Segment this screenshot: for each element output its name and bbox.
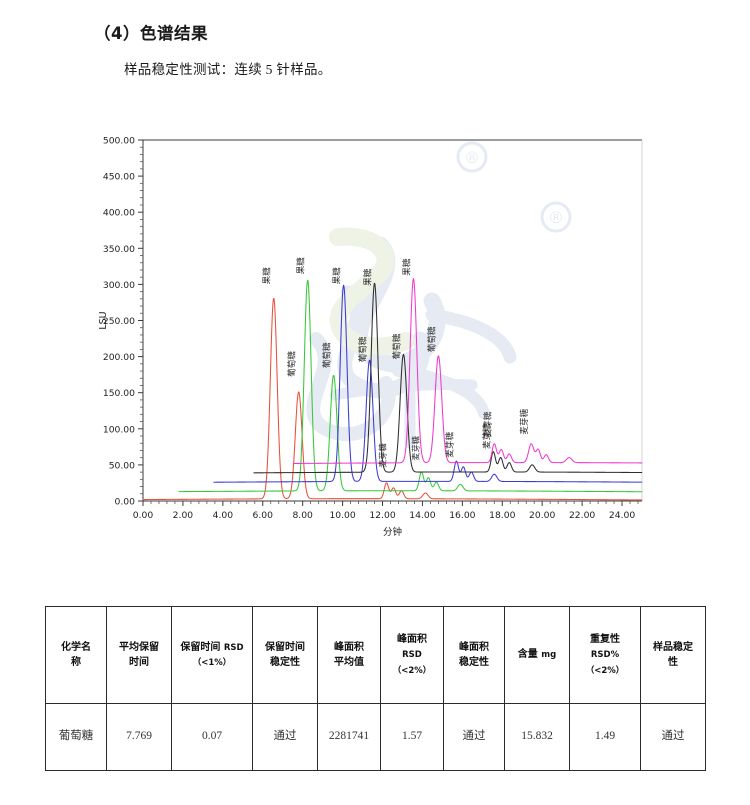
trace-line-3	[213, 284, 643, 483]
watermark: ®®	[306, 141, 572, 449]
table-cell: 通过	[640, 703, 706, 771]
section-subtitle: 样品稳定性测试：连续 5 针样品。	[124, 62, 332, 77]
chromatogram-trace	[213, 284, 643, 483]
x-tick-label: 12.00	[369, 510, 395, 521]
y-axis-label: LSU	[98, 311, 109, 329]
x-tick-label: 10.00	[329, 510, 355, 521]
y-tick-label: 200.00	[103, 352, 135, 363]
y-tick-label: 100.00	[103, 424, 135, 435]
table-cell: 葡萄糖	[45, 703, 107, 771]
table-col-header: 含量 mg	[504, 606, 570, 704]
chromatogram-trace	[178, 279, 643, 493]
trace-line-2	[178, 279, 643, 493]
results-table-wrap: 化学名称平均保留 时间 保留时间 RSD （<1%） 保留时间 稳定性 峰面积 平均值 峰面积 R…	[45, 606, 706, 771]
x-tick-label: 18.00	[489, 510, 515, 521]
table-cell: 1.57	[380, 703, 444, 771]
table-col-header: 保留时间 RSD （<1%）	[171, 606, 253, 704]
peak-label: 果糖	[261, 267, 273, 285]
table-col-header: 平均保留 时间	[106, 606, 172, 704]
x-tick-label: 16.00	[449, 510, 475, 521]
table-col-header: 峰面积 稳定性	[443, 606, 505, 704]
peak-label: 麦芽糖	[481, 411, 493, 437]
table-col-header: 化学名称	[45, 606, 107, 704]
table-cell: 15.832	[504, 703, 570, 771]
peak-label: 葡萄糖	[390, 333, 402, 359]
chromatogram-svg: ®®0.0050.00100.00150.00200.00250.00300.0…	[98, 136, 643, 538]
trace-line-1	[142, 297, 643, 501]
table-col-header: 样品稳定性	[640, 606, 706, 704]
registered-mark-icon	[456, 141, 488, 173]
peak-label: 果糖	[400, 258, 412, 276]
trace-line-4	[253, 282, 643, 474]
table-body: 葡萄糖 7.769 0.07 通过 2281741 1.57 通过 15.832 1.49 通过	[45, 703, 706, 771]
x-tick-label: 22.00	[569, 510, 595, 521]
peak-label: 葡萄糖	[286, 351, 298, 377]
y-tick-label: 150.00	[103, 388, 135, 399]
peak-label: 果糖	[362, 268, 374, 286]
y-tick-label: 300.00	[103, 280, 135, 291]
x-tick-label: 24.00	[609, 510, 635, 521]
table-cell: 0.07	[171, 703, 253, 771]
axis-frame	[142, 139, 642, 501]
table-cell: 通过	[252, 703, 318, 771]
watermark-stroke	[329, 378, 478, 401]
x-tick-label: 4.00	[213, 510, 234, 521]
table-cell: 2281741	[317, 703, 381, 771]
peak-label: 麦芽糖	[480, 423, 492, 449]
page-title: （4）色谱结果	[94, 24, 208, 43]
table-col-header: 重复性 RSD% （<2%）	[569, 606, 641, 704]
x-axis-label: 分钟	[383, 526, 402, 538]
table-col-header: 峰面积 平均值	[317, 606, 381, 704]
trace-line-5	[293, 278, 643, 464]
y-tick-label: 350.00	[103, 244, 135, 255]
watermark-swoosh	[329, 227, 415, 356]
registered-mark-glyph: ®	[548, 208, 564, 227]
x-tick-label: 0.00	[133, 510, 154, 521]
table-cell: 通过	[443, 703, 505, 771]
registered-mark-icon	[540, 201, 572, 233]
table-col-header: 峰面积 RSD （<2%）	[380, 606, 444, 704]
y-tick-label: 0.00	[115, 497, 136, 508]
peak-label: 果糖	[295, 257, 307, 275]
y-tick-label: 450.00	[103, 172, 135, 183]
y-tick-label: 400.00	[103, 208, 135, 219]
x-tick-label: 2.00	[173, 510, 194, 521]
y-tick-label: 250.00	[103, 316, 135, 327]
table-head: 化学名称平均保留 时间 保留时间 RSD （<1%） 保留时间 稳定性 峰面积 平均值 峰面积 R…	[45, 606, 706, 704]
peak-label: 麦芽糖	[378, 443, 388, 468]
chromatogram-trace	[142, 297, 643, 501]
x-tick-label: 20.00	[529, 510, 555, 521]
table-cell: 7.769	[106, 703, 172, 771]
table-col-header: 保留时间 稳定性	[252, 606, 318, 704]
x-tick-label: 8.00	[292, 510, 313, 521]
chromatogram-chart: ® ® 0.00 50.00 100.00 150.00 200.00 250.00 300.0…	[80, 125, 670, 550]
y-tick-label: 500.00	[103, 136, 135, 147]
chromatogram-trace	[293, 278, 643, 464]
peak-label: 葡萄糖	[357, 336, 369, 362]
table-header-row: 化学名称平均保留 时间 保留时间 RSD （<1%） 保留时间 稳定性 峰面积 平均值 峰面积 R…	[45, 606, 706, 704]
watermark-stroke	[337, 285, 431, 399]
peak-label: 葡萄糖	[425, 326, 437, 352]
results-table: 化学名称平均保留 时间 保留时间 RSD （<1%） 保留时间 稳定性 峰面积 平均值 峰面积 R…	[45, 606, 706, 771]
x-tick-label: 6.00	[253, 510, 274, 521]
peak-label: 麦芽糖	[410, 436, 420, 461]
chart-axes: 0.00 50.00 100.00 150.00 200.00 250.00 300.00 3…	[103, 136, 643, 521]
watermark-stroke	[425, 308, 517, 364]
chromatogram-trace	[253, 282, 643, 474]
x-tick-label: 14.00	[409, 510, 435, 521]
peak-label: 果糖	[331, 267, 343, 285]
peak-label: 麦芽糖	[518, 408, 530, 434]
table-cell: 1.49	[569, 703, 641, 771]
peak-label: 葡萄糖	[321, 342, 333, 368]
table-row: 葡萄糖 7.769 0.07 通过 2281741 1.57 通过 15.832 1.49 通过	[45, 703, 706, 771]
y-tick-label: 50.00	[109, 460, 135, 471]
peak-label: 麦芽糖	[443, 431, 455, 457]
registered-mark-glyph: ®	[464, 148, 480, 167]
